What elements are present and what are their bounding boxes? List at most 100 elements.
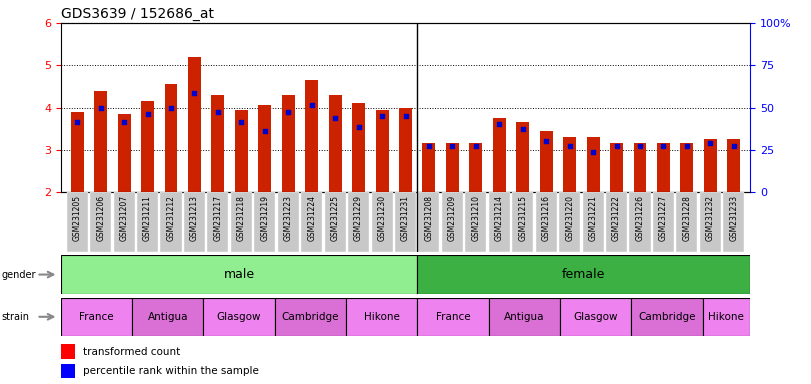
Bar (657, 144, 670, 192)
Text: GSM231221: GSM231221 (589, 195, 598, 241)
Bar (346, 298, 418, 336)
Point (563, 142, 576, 149)
Text: GSM231219: GSM231219 (260, 195, 269, 241)
Bar (727, 139, 740, 192)
Bar (446, 144, 459, 192)
FancyBboxPatch shape (324, 192, 345, 252)
FancyBboxPatch shape (255, 192, 276, 252)
Point (94, 104, 107, 111)
Bar (517, 122, 530, 192)
Text: France: France (436, 312, 470, 322)
Text: male: male (224, 268, 255, 281)
Text: GSM231233: GSM231233 (729, 195, 738, 241)
Bar (470, 144, 483, 192)
Text: GSM231208: GSM231208 (424, 195, 433, 241)
Text: GSM231215: GSM231215 (518, 195, 527, 241)
FancyBboxPatch shape (653, 192, 674, 252)
Text: strain: strain (2, 312, 30, 322)
Bar (165, 84, 178, 192)
Bar (61, 298, 132, 336)
Bar (489, 298, 560, 336)
Text: GSM231211: GSM231211 (143, 195, 152, 241)
FancyBboxPatch shape (466, 192, 487, 252)
Bar (61, 344, 75, 359)
Bar (212, 95, 225, 192)
FancyBboxPatch shape (371, 192, 393, 252)
Text: GSM231212: GSM231212 (166, 195, 175, 241)
Bar (281, 95, 294, 192)
Bar (235, 110, 248, 192)
FancyBboxPatch shape (676, 192, 697, 252)
Text: gender: gender (2, 270, 36, 280)
FancyBboxPatch shape (231, 192, 252, 252)
Bar (493, 118, 506, 192)
Bar (71, 112, 84, 192)
Point (235, 119, 248, 125)
Text: GSM231205: GSM231205 (73, 195, 82, 241)
Bar (399, 108, 412, 192)
Text: GSM231210: GSM231210 (471, 195, 480, 241)
Point (141, 111, 154, 117)
Bar (305, 80, 318, 192)
Text: Glasgow: Glasgow (217, 312, 261, 322)
Bar (418, 255, 750, 294)
FancyBboxPatch shape (184, 192, 205, 252)
Point (586, 149, 599, 155)
Bar (188, 57, 201, 192)
FancyBboxPatch shape (348, 192, 369, 252)
Text: GSM231218: GSM231218 (237, 195, 246, 241)
Text: GSM231216: GSM231216 (542, 195, 551, 241)
Point (610, 142, 623, 149)
Bar (586, 137, 599, 192)
FancyBboxPatch shape (418, 192, 440, 252)
Text: GSM231213: GSM231213 (190, 195, 199, 241)
Bar (118, 114, 131, 192)
Point (165, 104, 178, 111)
Bar (61, 364, 75, 378)
Point (423, 142, 436, 149)
Text: GSM231225: GSM231225 (331, 195, 340, 241)
Text: GSM231209: GSM231209 (448, 195, 457, 241)
Bar (132, 298, 204, 336)
Text: Antigua: Antigua (148, 312, 188, 322)
Point (493, 121, 506, 127)
FancyBboxPatch shape (513, 192, 534, 252)
Point (727, 142, 740, 149)
Bar (259, 106, 271, 192)
Bar (631, 298, 702, 336)
Point (118, 119, 131, 125)
Text: GSM231224: GSM231224 (307, 195, 316, 241)
Text: GSM231232: GSM231232 (706, 195, 714, 241)
FancyBboxPatch shape (629, 192, 650, 252)
Text: GSM231223: GSM231223 (284, 195, 293, 241)
FancyBboxPatch shape (606, 192, 627, 252)
Point (328, 115, 341, 121)
Point (633, 142, 646, 149)
Text: female: female (562, 268, 606, 281)
FancyBboxPatch shape (489, 192, 510, 252)
FancyBboxPatch shape (67, 192, 88, 252)
Point (305, 103, 318, 109)
Point (375, 113, 388, 119)
Text: GSM231227: GSM231227 (659, 195, 668, 241)
Bar (94, 91, 107, 192)
Text: GSM231226: GSM231226 (636, 195, 645, 241)
Text: Hikone: Hikone (364, 312, 400, 322)
Point (704, 141, 717, 147)
Point (352, 124, 365, 130)
Text: GSM231228: GSM231228 (682, 195, 691, 241)
Text: France: France (79, 312, 114, 322)
Point (259, 127, 272, 134)
Text: GSM231206: GSM231206 (97, 195, 105, 241)
FancyBboxPatch shape (700, 192, 721, 252)
FancyBboxPatch shape (442, 192, 463, 252)
Bar (352, 103, 365, 192)
Text: GSM231220: GSM231220 (565, 195, 574, 241)
Text: transformed count: transformed count (83, 347, 180, 357)
Bar (328, 95, 341, 192)
FancyBboxPatch shape (277, 192, 298, 252)
FancyBboxPatch shape (301, 192, 322, 252)
FancyBboxPatch shape (723, 192, 744, 252)
Point (399, 113, 412, 119)
Text: Antigua: Antigua (504, 312, 545, 322)
